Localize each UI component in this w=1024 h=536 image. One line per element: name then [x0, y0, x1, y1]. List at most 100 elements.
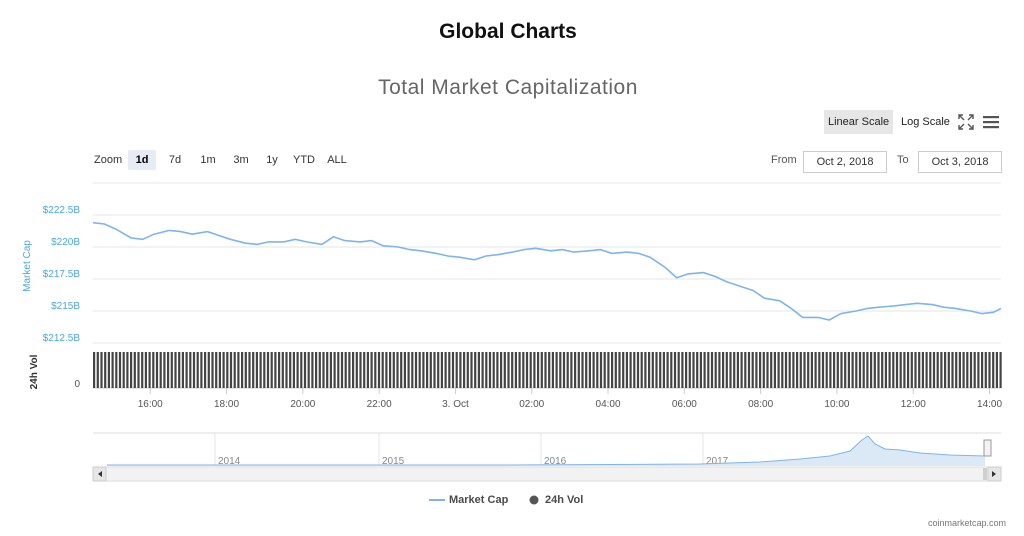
volume-bar	[699, 352, 702, 388]
volume-bar	[370, 352, 373, 388]
volume-bar	[840, 352, 843, 388]
legend-market-cap[interactable]: Market Cap	[449, 494, 509, 506]
from-date-input[interactable]: Oct 2, 2018	[803, 151, 887, 173]
volume-bar	[596, 352, 599, 388]
volume-bar	[348, 352, 351, 388]
volume-bar	[740, 352, 743, 388]
volume-bar	[196, 352, 199, 388]
zoom-7d-button[interactable]: 7d	[168, 154, 182, 166]
volume-bar	[618, 352, 621, 388]
volume-bar	[440, 352, 443, 388]
log-scale-button[interactable]: Log Scale	[901, 116, 950, 128]
x-tick-label: 06:00	[672, 399, 697, 410]
y-axis-label: Market Cap	[22, 240, 33, 292]
volume-bar	[944, 352, 947, 388]
volume-bar	[814, 352, 817, 388]
volume-bar	[303, 352, 307, 388]
volume-bar	[636, 352, 640, 388]
volume-bar	[377, 352, 381, 388]
volume-bar	[555, 352, 558, 388]
volume-bar	[544, 352, 547, 388]
volume-bar	[400, 352, 403, 388]
volume-bar	[414, 352, 418, 388]
zoom-all-button[interactable]: ALL	[327, 154, 347, 166]
volume-bar	[359, 352, 362, 388]
volume-bar	[766, 352, 769, 388]
volume-bar	[718, 352, 721, 388]
zoom-1d-button[interactable]: 1d	[128, 150, 156, 170]
volume-bar	[755, 352, 758, 388]
volume-bar	[485, 352, 488, 388]
volume-bar	[115, 352, 118, 388]
volume-bar	[155, 352, 159, 388]
volume-bar	[836, 352, 839, 388]
volume-bar	[777, 352, 780, 388]
navigator-year-label: 2014	[218, 456, 241, 467]
fullscreen-icon[interactable]	[958, 114, 974, 130]
volume-bar	[322, 352, 325, 388]
volume-bar	[285, 352, 288, 388]
volume-bar	[799, 352, 802, 388]
navigator[interactable]: 20142015201620172018	[92, 432, 1002, 482]
volume-bar	[714, 352, 717, 388]
volume-bar	[118, 352, 122, 388]
volume-bar	[326, 352, 329, 388]
menu-icon[interactable]	[982, 114, 1000, 130]
volume-bar	[266, 352, 270, 388]
volume-bar	[914, 352, 917, 388]
zoom-1m-button[interactable]: 1m	[200, 154, 216, 166]
volume-bar	[958, 352, 961, 388]
volume-bar	[278, 352, 281, 388]
linear-scale-button[interactable]: Linear Scale	[824, 110, 894, 134]
volume-bar	[940, 352, 943, 388]
volume-bar	[659, 352, 662, 388]
volume-bar	[877, 352, 880, 388]
volume-bar	[910, 352, 913, 388]
volume-bar	[292, 352, 295, 388]
volume-bar	[444, 352, 447, 388]
volume-bar	[810, 352, 813, 388]
legend-24h-vol[interactable]: 24h Vol	[545, 494, 584, 506]
volume-bar	[392, 352, 395, 388]
volume-bar	[722, 352, 725, 388]
volume-bar	[289, 352, 292, 388]
credit-link[interactable]: coinmarketcap.com	[927, 518, 1006, 528]
to-date-input[interactable]: Oct 3, 2018	[918, 151, 1002, 173]
volume-bar	[385, 352, 388, 388]
volume-bar	[562, 352, 566, 388]
volume-bar	[999, 352, 1002, 388]
volume-bar	[725, 352, 728, 388]
volume-bar	[537, 352, 540, 388]
volume-bar	[218, 352, 221, 388]
volume-bar	[925, 352, 928, 388]
x-tick-label: 10:00	[824, 399, 849, 410]
volume-bar	[315, 352, 318, 388]
volume-bar	[518, 352, 521, 388]
volume-bar	[966, 352, 969, 388]
volume-bar	[677, 352, 680, 388]
volume-bar	[318, 352, 321, 388]
volume-bar	[685, 352, 688, 388]
volume-bar	[185, 352, 188, 388]
y-tick-label: $217.5B	[43, 269, 81, 280]
volume-bar	[411, 352, 414, 388]
zoom-1y-button[interactable]: 1y	[266, 154, 278, 166]
volume-bar	[381, 352, 384, 388]
volume-bar	[329, 352, 332, 388]
volume-bar	[529, 352, 532, 388]
volume-bar	[296, 352, 299, 388]
volume-bar	[984, 352, 987, 388]
volume-bar	[111, 352, 114, 388]
volume-bar	[870, 352, 873, 388]
zoom-3m-button[interactable]: 3m	[233, 154, 249, 166]
volume-bar	[603, 352, 606, 388]
volume-bar	[548, 352, 551, 388]
volume-bar	[759, 352, 762, 388]
volume-bar	[122, 352, 125, 388]
volume-bar	[137, 352, 140, 388]
x-tick-label: 3. Oct	[442, 399, 469, 410]
volume-bar	[607, 352, 610, 388]
zoom-ytd-button[interactable]: YTD	[293, 154, 315, 166]
volume-bar	[470, 352, 473, 388]
volume-bar	[152, 352, 155, 388]
